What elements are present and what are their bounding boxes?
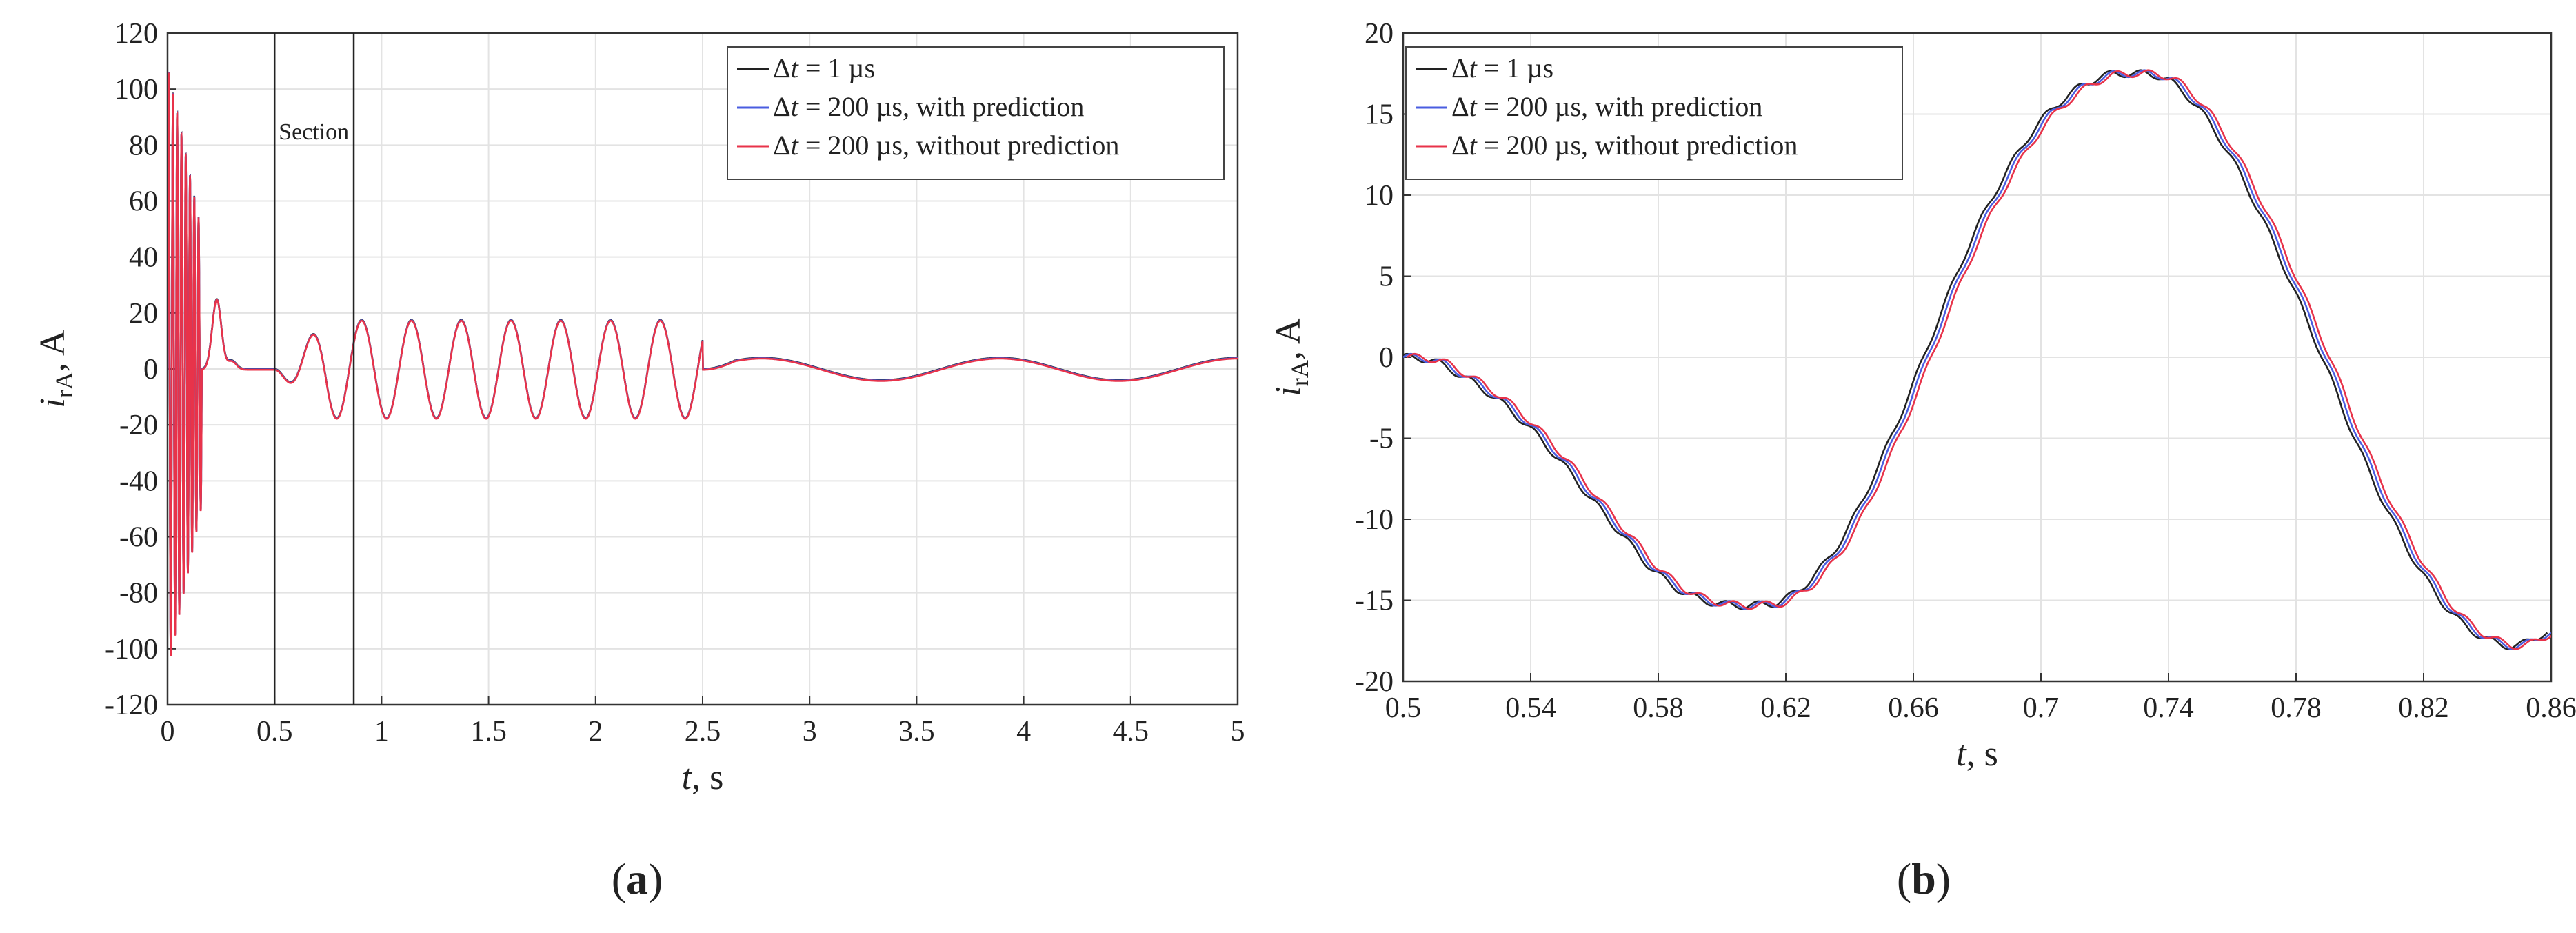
y-tick-label: -40 (119, 465, 158, 497)
legend: Δt = 1 µs Δt = 200 µs, with prediction Δt … (727, 46, 1225, 180)
x-tick-label: 0.86 (2526, 692, 2576, 724)
x-tick-label: 0.62 (1760, 692, 1811, 724)
y-tick-label: -5 (1369, 423, 1393, 455)
x-tick-label: 1 (374, 716, 389, 748)
y-tick-label: 80 (129, 130, 158, 161)
x-tick-label: 0 (161, 716, 175, 748)
y-tick-label: -20 (1355, 666, 1393, 698)
y-tick-label: 120 (114, 18, 158, 50)
panel-label: (a) (612, 854, 663, 903)
x-tick-label: 4 (1016, 716, 1031, 748)
x-tick-label: 0.74 (2143, 692, 2194, 724)
legend-entry-3: Δt = 200 µs, without prediction (1451, 130, 1798, 161)
chart-panel-b: 0.5 0.54 0.58 0.62 0.66 0.7 0.74 0.78 0.82 0.86 20… (1269, 18, 2576, 903)
x-axis-label: t, s (682, 758, 724, 797)
legend-entry-1: Δt = 1 µs (773, 52, 875, 83)
x-tick-label: 0.5 (256, 716, 293, 748)
series-line-3 (1406, 69, 2551, 650)
legend-entry-1: Δt = 1 µs (1451, 52, 1553, 83)
x-tick-label: 0.58 (1633, 692, 1684, 724)
x-tick-label: 0.66 (1888, 692, 1939, 724)
x-tick-label: 0.78 (2271, 692, 2322, 724)
legend-entry-3: Δt = 200 µs, without prediction (773, 130, 1119, 161)
series-line-3 (168, 72, 1238, 657)
legend-box (1405, 46, 1903, 180)
y-tick-label: -10 (1355, 504, 1393, 536)
x-tick-label: 1.5 (470, 716, 507, 748)
x-axis-label: t, s (1956, 734, 1998, 774)
y-tick-label: 10 (1365, 180, 1393, 212)
x-tick-label: 0.54 (1505, 692, 1556, 724)
y-tick-label: 40 (129, 242, 158, 274)
legend-entry-2: Δt = 200 µs, with prediction (773, 91, 1084, 122)
x-tick-label: 4.5 (1113, 716, 1149, 748)
series-line-2 (1403, 69, 2551, 650)
legend: Δt = 1 µs Δt = 200 µs, with prediction Δt … (1405, 46, 1903, 180)
x-tick-label: 0.82 (2398, 692, 2449, 724)
y-tick-label: 20 (1365, 18, 1393, 50)
chart-panel-a: 0 0.5 1 1.5 2 2.5 3 3.5 4 4.5 5 120 100 80 60 40 20 0 -20 -… (33, 18, 1245, 903)
x-tick-label: 3.5 (898, 716, 935, 748)
legend-box (727, 46, 1225, 180)
y-tick-label: -15 (1355, 585, 1393, 617)
y-tick-label: -100 (105, 634, 158, 665)
y-tick-label: 20 (129, 298, 158, 330)
y-tick-label: 5 (1379, 261, 1393, 293)
y-tick-label: 15 (1365, 99, 1393, 131)
x-tick-label: 0.5 (1385, 692, 1422, 724)
y-tick-label: 0 (1379, 342, 1393, 374)
y-tick-label: 0 (143, 354, 158, 385)
section-annotation: Section (279, 119, 349, 145)
legend-entry-2: Δt = 200 µs, with prediction (1451, 91, 1762, 122)
y-axis-label: irA, A (33, 330, 78, 408)
y-axis-label: irA, A (1269, 318, 1314, 397)
x-tick-label: 0.7 (2023, 692, 2060, 724)
y-tick-label: -80 (119, 578, 158, 610)
x-tick-label: 5 (1231, 716, 1245, 748)
x-tick-label: 2.5 (685, 716, 721, 748)
x-tick-label: 3 (803, 716, 817, 748)
y-tick-label: -60 (119, 522, 158, 554)
series-line-1 (1403, 69, 2548, 650)
x-tick-label: 2 (588, 716, 603, 748)
y-tick-label: 100 (114, 74, 158, 106)
y-tick-label: -20 (119, 410, 158, 441)
y-tick-label: -120 (105, 690, 158, 721)
y-tick-label: 60 (129, 186, 158, 218)
panel-label: (b) (1897, 854, 1951, 903)
